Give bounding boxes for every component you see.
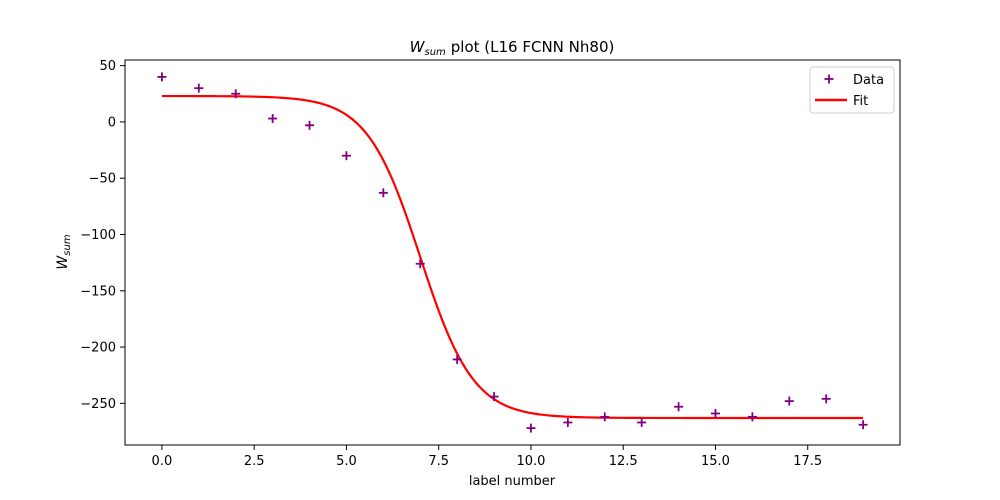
data-point <box>674 402 684 412</box>
data-point <box>526 423 536 433</box>
x-tick-label: 0.0 <box>152 454 173 469</box>
data-point <box>710 408 720 418</box>
x-tick-label: 7.5 <box>428 454 449 469</box>
data-point <box>563 417 573 427</box>
title-math-sub: sum <box>424 47 446 58</box>
title-math-base: W <box>410 38 426 56</box>
y-tick-label: 50 <box>99 59 116 74</box>
data-point <box>378 188 388 198</box>
legend-marker-data <box>824 74 834 84</box>
ylabel-math-sub: sum <box>62 234 73 256</box>
y-tick-label: −100 <box>80 228 116 243</box>
y-tick-label: −50 <box>89 172 116 187</box>
data-point <box>858 420 868 430</box>
data-point <box>600 412 610 422</box>
chart-title: Wsum plot (L16 FCNN Nh80) <box>410 38 615 58</box>
data-point <box>452 354 462 364</box>
title-text: plot (L16 FCNN Nh80) <box>451 38 615 56</box>
x-axis-label: label number <box>469 474 556 489</box>
data-point <box>784 396 794 406</box>
legend-marker-plus <box>824 74 834 84</box>
data-point <box>637 417 647 427</box>
y-tick-label: −250 <box>80 397 116 412</box>
data-point <box>747 412 757 422</box>
ylabel-math-base: W <box>55 255 71 270</box>
data-point <box>489 392 499 402</box>
data-point <box>341 151 351 161</box>
fit-line <box>161 94 864 420</box>
x-tick-label: 10.0 <box>516 454 545 469</box>
y-tick-label: 0 <box>108 115 116 130</box>
x-tick-label: 17.5 <box>793 454 822 469</box>
y-tick-label: −150 <box>80 284 116 299</box>
data-point <box>415 259 425 269</box>
data-point <box>268 114 278 124</box>
legend: Data Fit <box>809 66 895 114</box>
x-tick-label: 15.0 <box>701 454 730 469</box>
legend-label-data: Data <box>853 73 884 88</box>
data-point <box>194 83 204 93</box>
plot-frame <box>124 59 901 446</box>
x-tick-label: 12.5 <box>609 454 638 469</box>
legend-label-fit: Fit <box>853 94 868 109</box>
x-tick-label: 5.0 <box>336 454 357 469</box>
x-tick-label: 2.5 <box>244 454 265 469</box>
y-tick-label: −200 <box>80 341 116 356</box>
data-point <box>157 72 167 82</box>
data-point <box>231 89 241 99</box>
data-point <box>305 120 315 130</box>
data-point <box>821 394 831 404</box>
y-axis-label: Wsum <box>55 234 73 269</box>
